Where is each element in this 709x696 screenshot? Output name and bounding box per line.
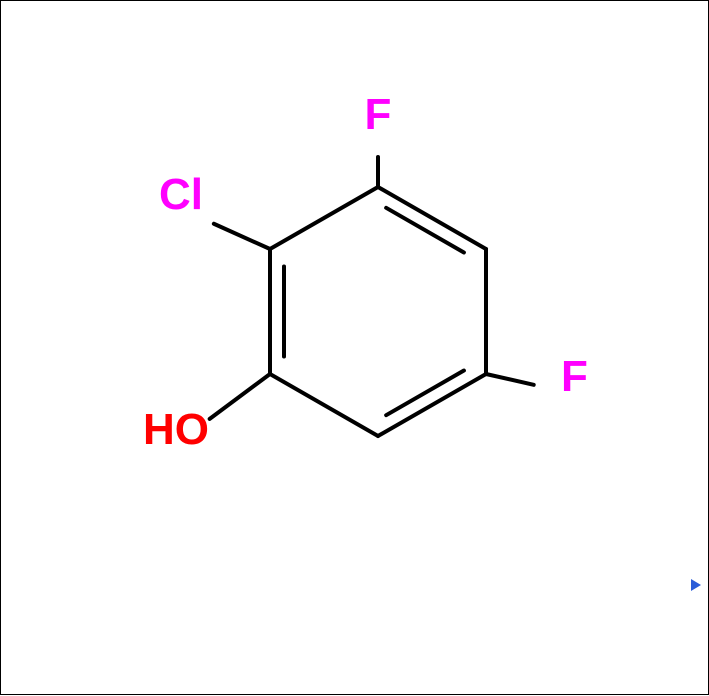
structure-canvas: F Cl HO F [0, 0, 709, 695]
atom-label-cl: Cl [159, 170, 203, 219]
play-marker-icon [691, 579, 701, 591]
atom-label-f2: F [561, 352, 588, 401]
atom-label-oh: HO [143, 405, 209, 454]
atom-label-f1: F [365, 90, 392, 139]
molecule-svg: F Cl HO F [1, 1, 709, 696]
